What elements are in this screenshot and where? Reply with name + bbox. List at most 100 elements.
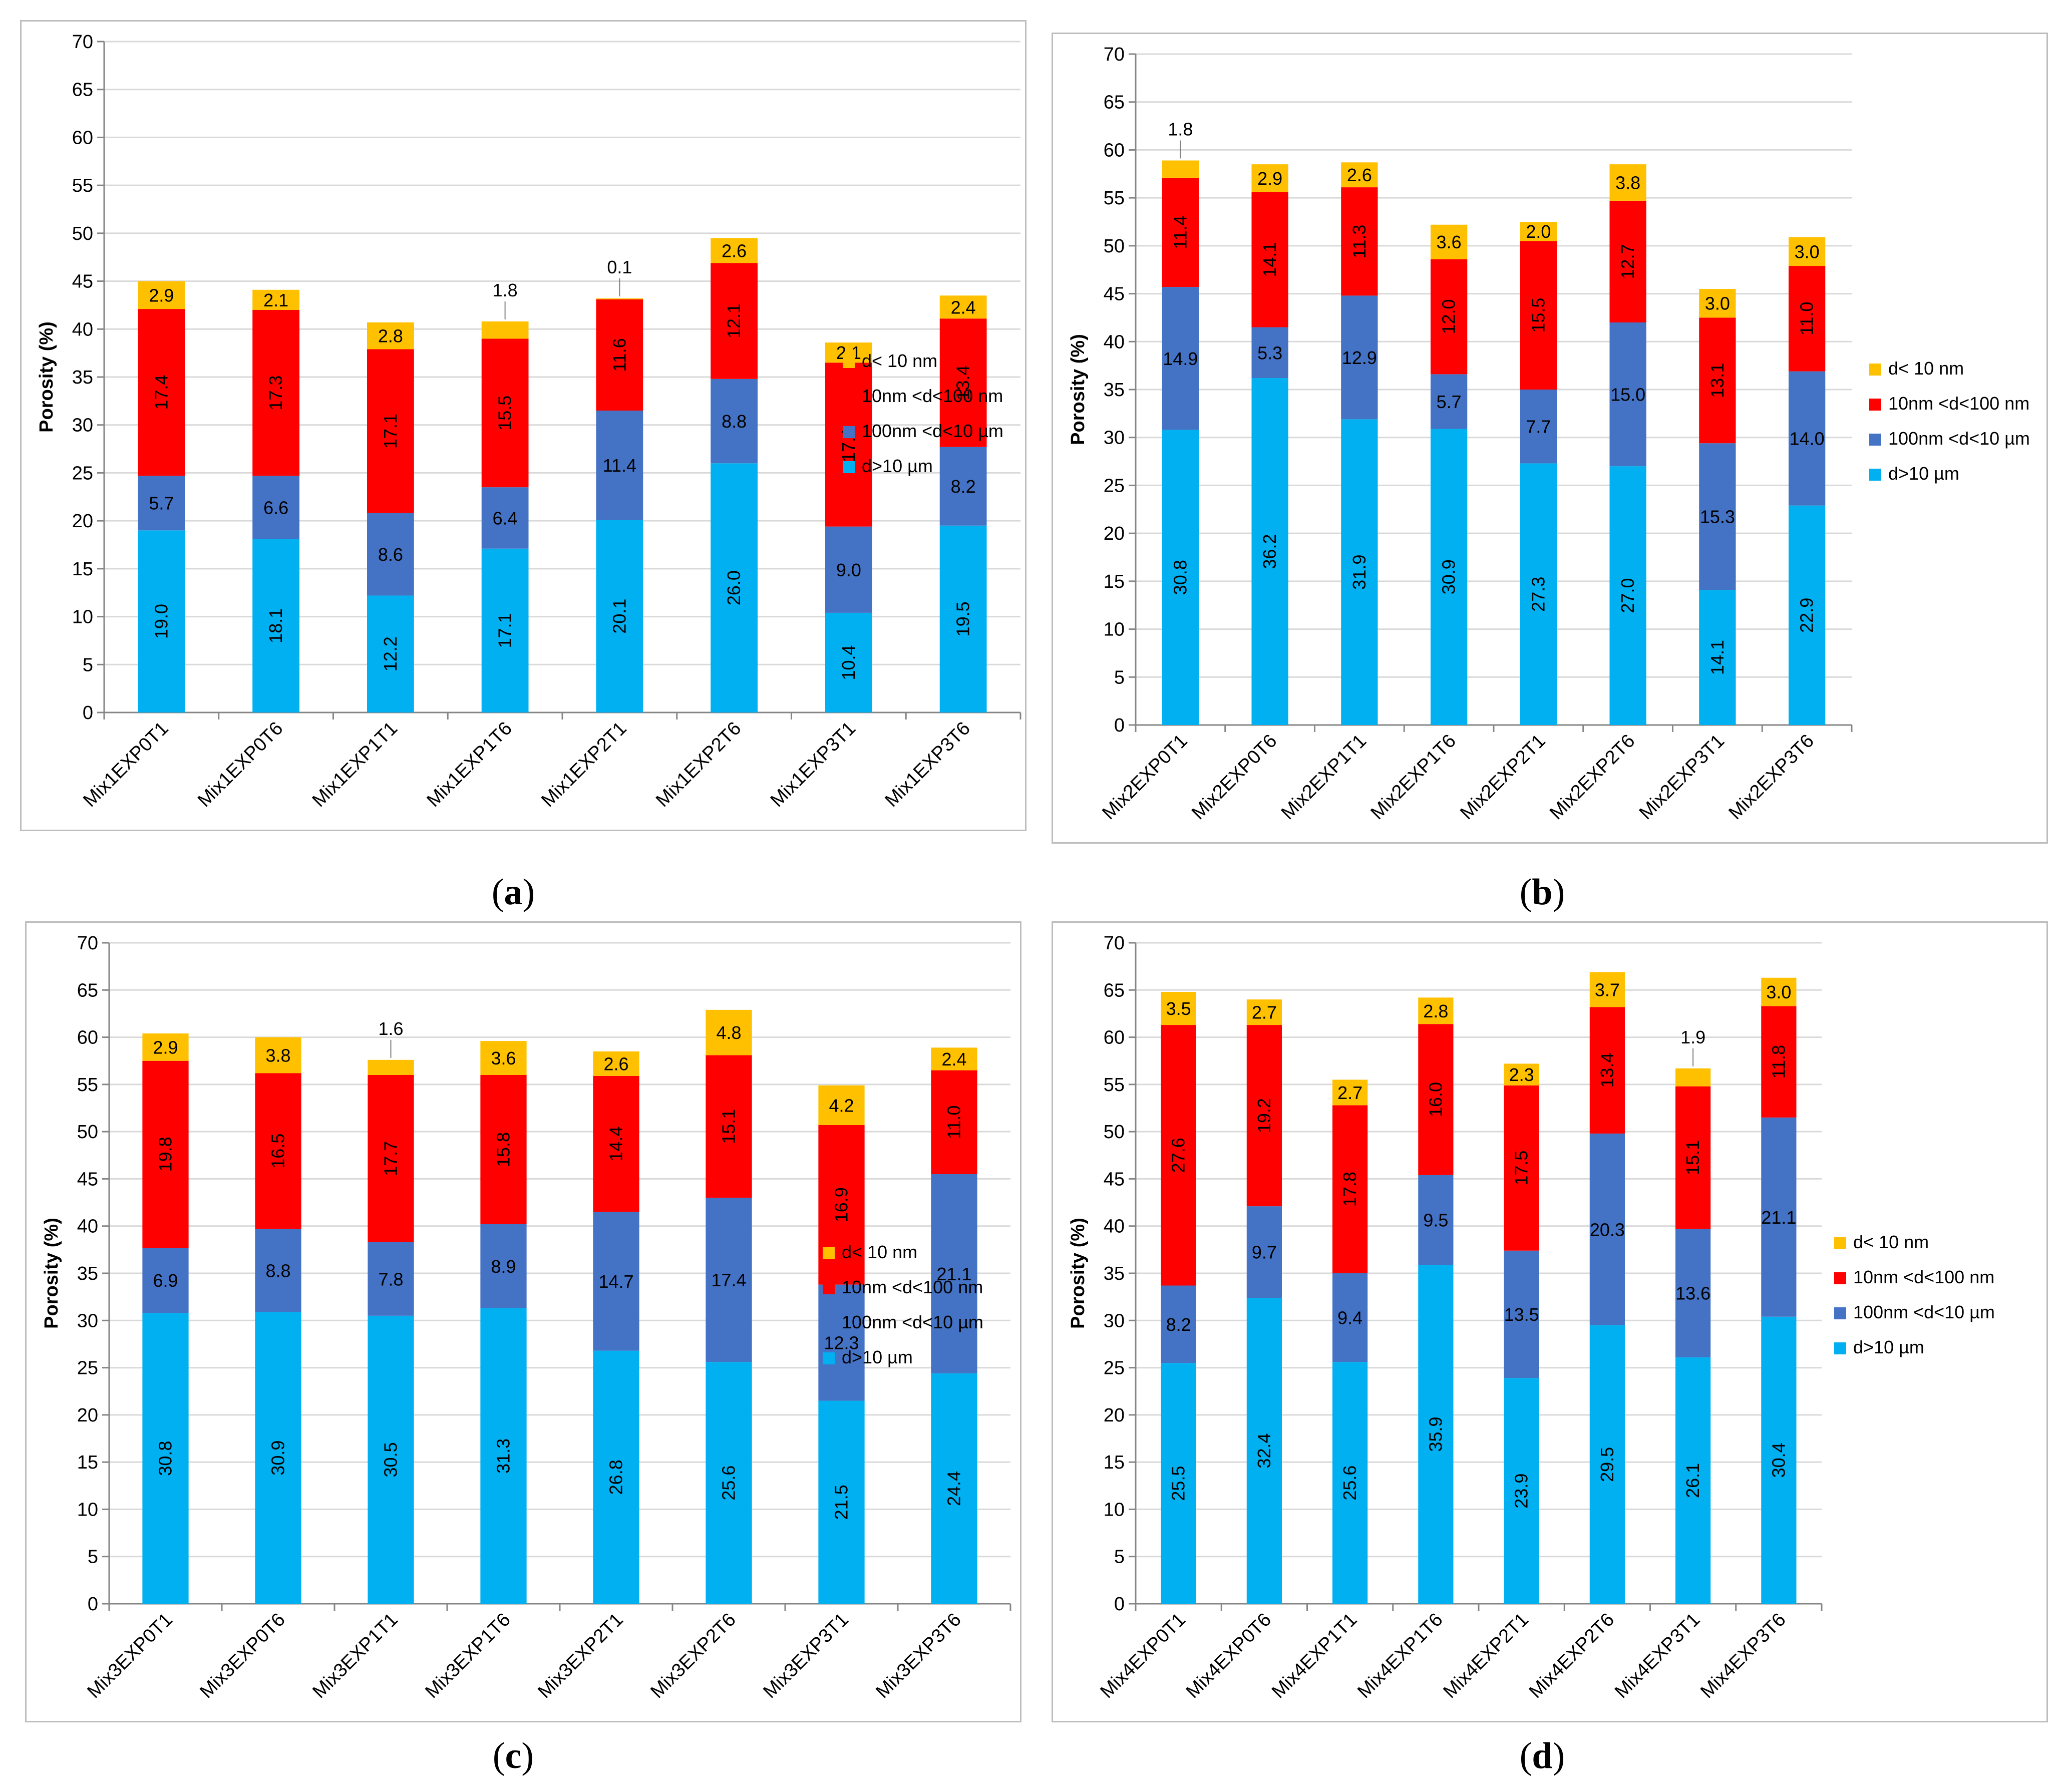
bar-d-gt-10um [252, 539, 300, 712]
data-label: 11.0 [944, 1106, 964, 1139]
chart-panel-a: 0 5 10 15 20 25 30 35 40 45 50 55 60 65 70 Porosity (%)… [20, 20, 1026, 831]
data-label: 20.1 [609, 599, 629, 634]
y-tick-label: 10 [77, 1499, 98, 1520]
bar-d-lt-10nm [1332, 1080, 1368, 1106]
bar-nm100-um10 [1162, 287, 1199, 430]
data-label: 25.6 [1339, 1466, 1360, 1501]
bar-d-lt-10nm [368, 1059, 414, 1075]
data-label: 30.4 [1768, 1443, 1789, 1478]
bar-d-lt-10nm [711, 238, 758, 263]
bar-d-gt-10um [255, 1312, 301, 1604]
y-tick-label: 50 [77, 1122, 98, 1143]
x-tick-label: Mix1EXP2T6 [652, 718, 745, 811]
bar-nm100-um10 [1341, 295, 1378, 420]
x-tick-label: Mix3EXP0T6 [196, 1609, 289, 1702]
data-label: 11.6 [609, 338, 629, 372]
y-tick-label: 60 [77, 1027, 98, 1048]
y-tick-label: 35 [1104, 380, 1125, 401]
data-label: 3.6 [491, 1048, 516, 1068]
data-label: 12.3 [824, 1333, 859, 1353]
data-label: 36.2 [1259, 534, 1280, 569]
bar-d-lt-10nm [1251, 164, 1288, 192]
bar-d-gt-10um [1504, 1378, 1539, 1604]
y-tick-label: 25 [72, 463, 93, 484]
y-tick-label: 25 [77, 1358, 98, 1379]
bar-nm100-um10 [818, 1284, 865, 1401]
y-tick-label: 15 [77, 1452, 98, 1473]
bar-d-gt-10um [596, 520, 643, 712]
bar-nm100-um10 [481, 487, 529, 549]
data-label: 9.4 [1337, 1308, 1362, 1328]
bar-d-gt-10um [931, 1373, 977, 1604]
data-label: 16.9 [831, 1187, 852, 1222]
x-tick-label: Mix4EXP1T1 [1268, 1609, 1361, 1702]
data-label: 30.8 [155, 1441, 176, 1476]
x-tick-label: Mix2EXP1T1 [1277, 731, 1370, 824]
data-label: 2.7 [1252, 1002, 1277, 1023]
data-label: 15.0 [1610, 385, 1645, 405]
bar-d-gt-10um [1520, 463, 1557, 725]
bar-nm10-100 [1589, 1007, 1625, 1134]
data-label: 15.1 [719, 1109, 739, 1144]
bar-nm10-100 [1162, 177, 1199, 287]
y-tick-label: 65 [72, 80, 93, 101]
data-label: 27.0 [1617, 578, 1638, 613]
y-tick-label: 5 [88, 1547, 98, 1568]
legend-label: d>10 µm [1853, 1337, 1924, 1357]
bar-nm10-100 [252, 310, 300, 476]
x-tick-label: Mix2EXP2T6 [1546, 731, 1639, 824]
bar-nm10-100 [1761, 1006, 1797, 1118]
x-tick-label: Mix3EXP3T1 [759, 1609, 852, 1702]
legend-swatch [1834, 1342, 1846, 1354]
data-label: 2.6 [722, 240, 747, 261]
x-tick-label: Mix2EXP3T1 [1635, 731, 1729, 824]
data-label: 2.7 [1337, 1083, 1362, 1103]
legend-swatch [1869, 434, 1881, 446]
data-label: 2.6 [603, 1053, 628, 1074]
y-tick-label: 35 [1104, 1263, 1125, 1284]
y-tick-label: 55 [1104, 1074, 1125, 1096]
x-tick-label: Mix4EXP1T6 [1353, 1609, 1447, 1702]
bar-d-lt-10nm [939, 295, 987, 319]
data-label: 8.9 [491, 1256, 516, 1277]
bar-d-lt-10nm [1761, 977, 1797, 1006]
data-label: 15.5 [1528, 298, 1548, 333]
y-tick-label: 40 [77, 1216, 98, 1237]
y-tick-label: 50 [1104, 236, 1125, 257]
chart-d-svg: 0 5 10 15 20 25 30 35 40 45 50 55 60 65 70 Porosity (%)… [1068, 933, 1995, 1702]
data-label: 27.3 [1528, 577, 1548, 612]
data-label: 7.8 [378, 1269, 403, 1289]
data-label: 2.9 [1257, 168, 1282, 189]
caption-b: (b) [1519, 872, 1565, 913]
y-tick-label: 15 [72, 559, 93, 580]
bar-d-lt-10nm [1246, 999, 1282, 1025]
data-label: 12.2 [380, 636, 401, 671]
bar-d-lt-10nm [1675, 1068, 1711, 1087]
bar-nm100-um10 [368, 1242, 414, 1316]
bar-nm10-100 [1341, 187, 1378, 296]
bar-nm10-100 [825, 363, 872, 527]
bar-nm10-100 [480, 1075, 527, 1224]
y-tick-label: 25 [1104, 1358, 1125, 1379]
bar-nm100-um10 [367, 513, 414, 596]
bar-d-lt-10nm [1504, 1063, 1539, 1086]
data-label: 17.3 [265, 376, 286, 411]
data-label: 19.2 [1254, 1098, 1274, 1133]
y-tick-label: 40 [72, 319, 93, 340]
data-label: 17.1 [495, 613, 515, 648]
data-label: 9.5 [1423, 1210, 1448, 1230]
bar-d-gt-10um [1761, 1316, 1797, 1604]
x-tick-label: Mix4EXP3T6 [1696, 1609, 1790, 1702]
y-tick-label: 20 [1104, 1405, 1125, 1426]
data-label: 25.6 [719, 1466, 739, 1501]
bar-d-lt-10nm [1418, 997, 1454, 1024]
data-label: 1.8 [1168, 119, 1193, 139]
y-tick-label: 70 [72, 32, 93, 53]
legend-label: d< 10 nm [1888, 358, 1964, 379]
x-tick-label: Mix3EXP2T1 [534, 1609, 627, 1702]
data-label: 2.4 [941, 1049, 966, 1069]
y-tick-label: 45 [72, 271, 93, 292]
data-label: 25.5 [1168, 1466, 1189, 1501]
x-tick-label: Mix3EXP1T1 [308, 1609, 402, 1702]
bar-d-gt-10um [1609, 466, 1646, 725]
